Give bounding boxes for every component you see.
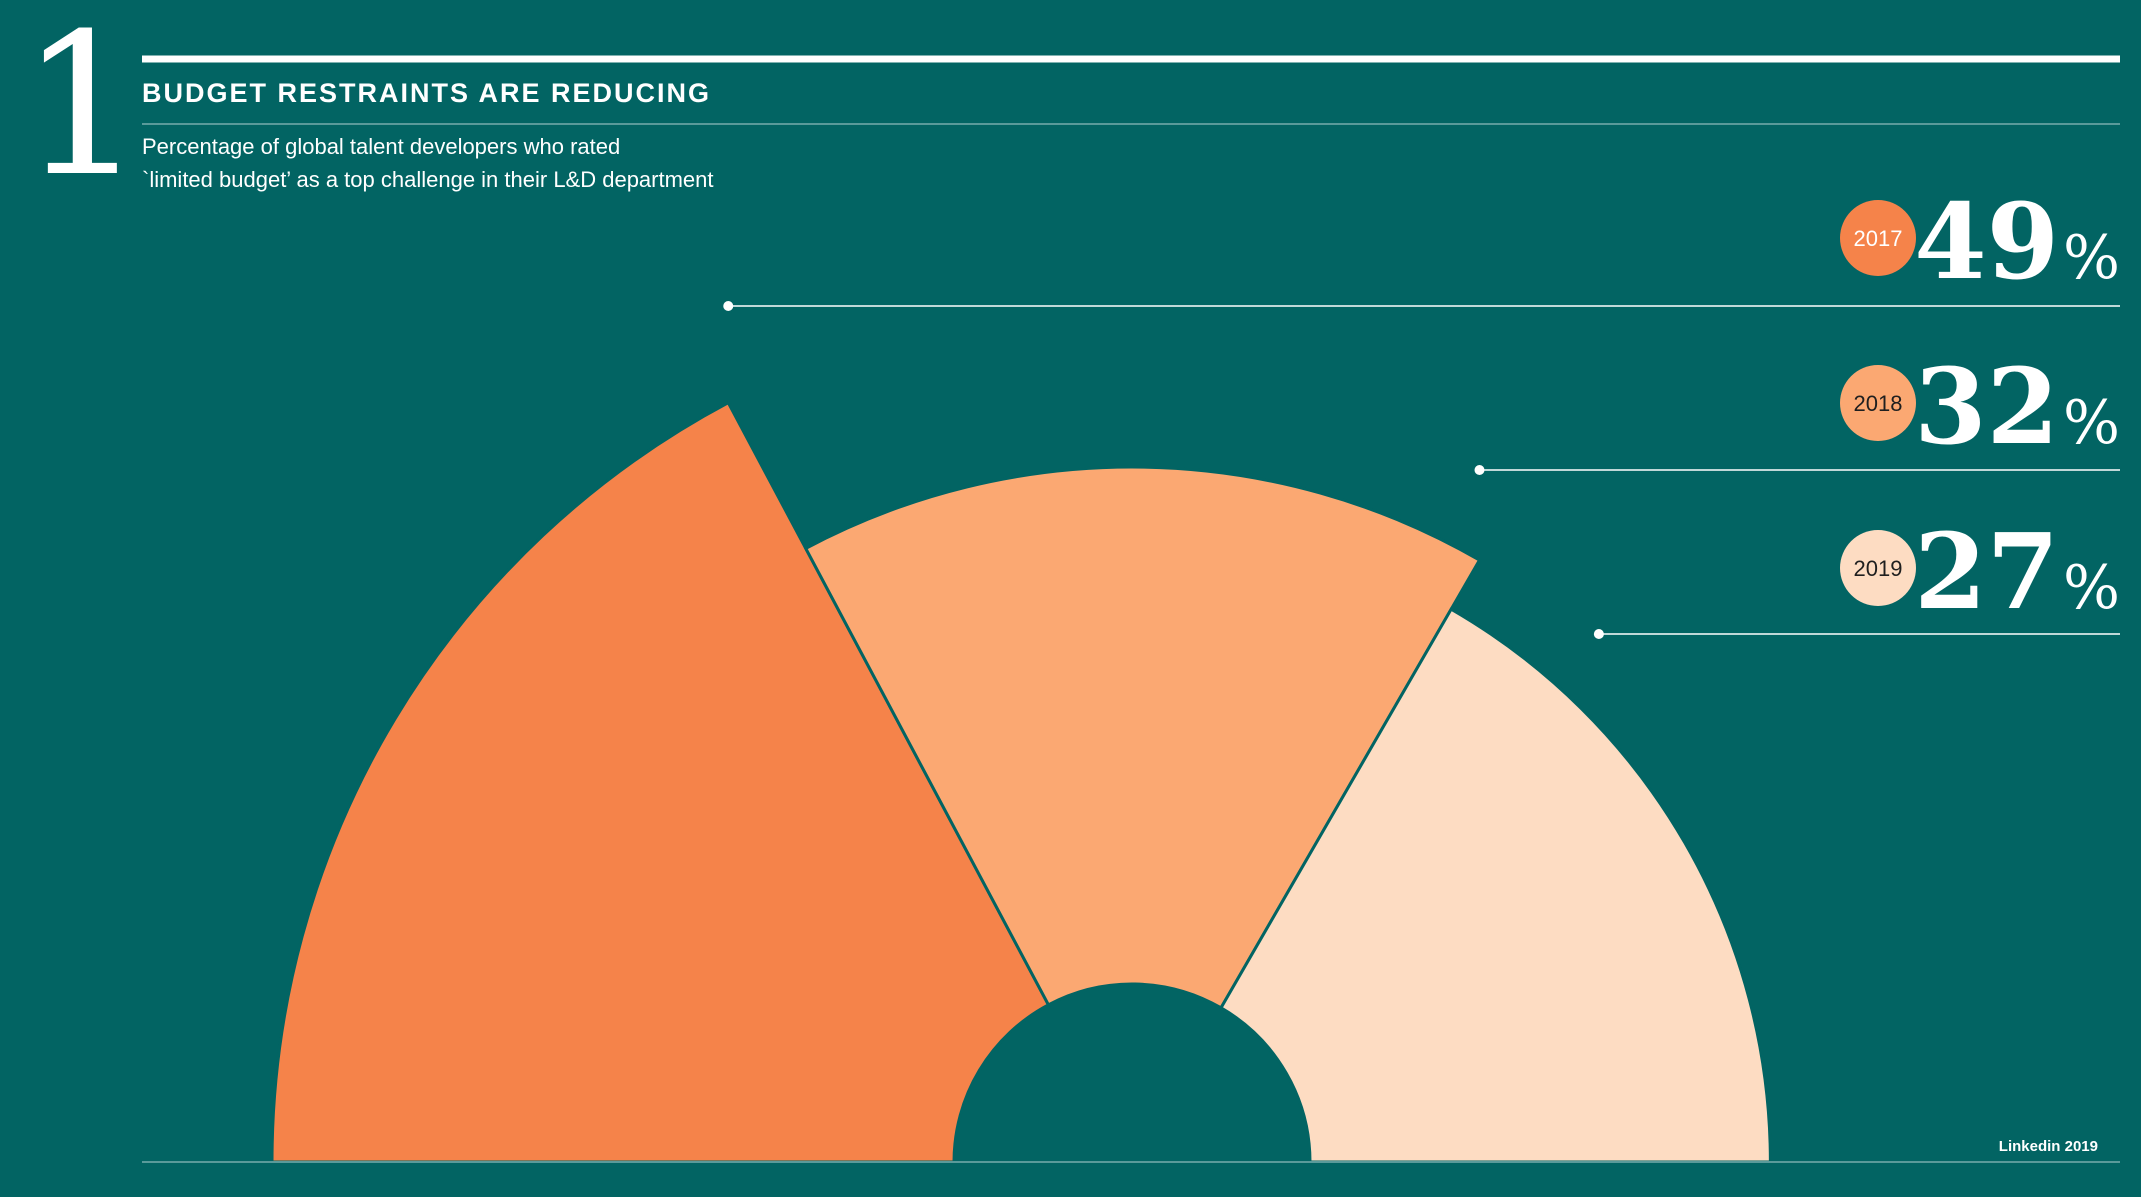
leader-dot-2019	[1593, 629, 1604, 639]
year-badge-2018	[1840, 365, 1916, 441]
slice-2017	[270, 400, 1051, 1164]
leader-dot-2017	[723, 301, 734, 311]
year-badge-2017	[1840, 200, 1916, 276]
slice-2018	[803, 465, 1482, 1010]
source-credit: Linkedin 2019	[1998, 1138, 2098, 1155]
chart-subtitle: Percentage of global talent developers w…	[142, 130, 1042, 196]
year-label-2018: 2018	[1854, 391, 1903, 416]
value-label-2018: 32%	[1914, 345, 2120, 468]
value-label-2019: 27%	[1914, 510, 2120, 633]
section-number: 1	[20, 0, 145, 220]
year-label-2017: 2017	[1854, 226, 1903, 251]
slice-2019	[1218, 607, 1772, 1164]
leader-dot-2018	[1474, 465, 1485, 475]
chart-title: BUDGET RESTRAINTS ARE REDUCING	[142, 78, 712, 108]
subtitle-line-1: Percentage of global talent developers w…	[142, 134, 621, 159]
subtitle-line-2: `limited budget’ as a top challenge in t…	[142, 167, 714, 192]
value-label-2017: 49%	[1914, 180, 2120, 303]
year-badge-2019	[1840, 530, 1916, 606]
year-label-2019: 2019	[1854, 556, 1903, 581]
